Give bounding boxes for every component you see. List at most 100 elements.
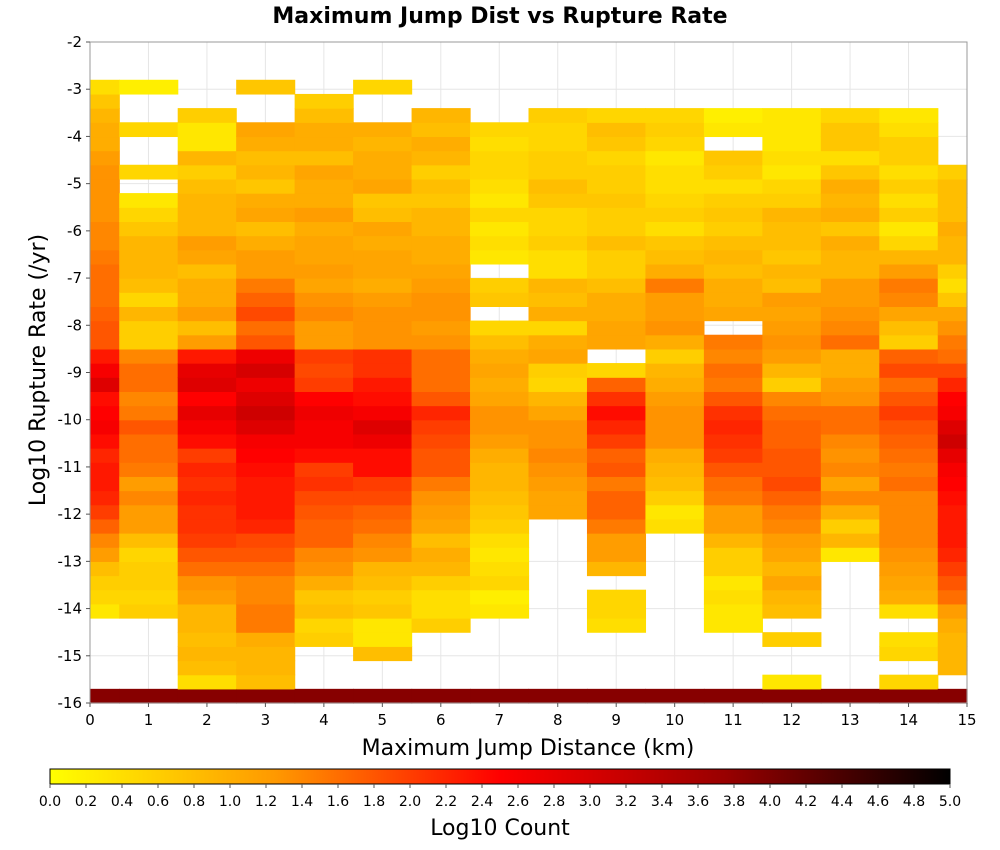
- heatmap-cell: [703, 618, 763, 633]
- heatmap-cell: [937, 476, 968, 492]
- heatmap-cell: [177, 263, 237, 279]
- colorbar-tick-label: 0.0: [39, 794, 61, 810]
- heatmap-cell: [177, 660, 237, 676]
- heatmap-cell: [411, 334, 471, 350]
- heatmap-cell: [645, 433, 705, 449]
- heatmap-cell: [236, 547, 296, 562]
- heatmap-cell: [90, 533, 120, 548]
- y-tick-label: -2: [67, 33, 82, 51]
- heatmap-cell: [820, 419, 880, 435]
- heatmap-cell: [294, 235, 354, 251]
- heatmap-cell: [177, 688, 237, 704]
- heatmap-cell: [879, 433, 939, 449]
- heatmap-cell: [879, 221, 939, 237]
- heatmap-cell: [119, 462, 179, 477]
- heatmap-cell: [353, 632, 413, 647]
- heatmap-cell: [586, 292, 647, 307]
- heatmap-cell: [411, 462, 471, 477]
- heatmap-cell: [528, 122, 588, 138]
- y-tick-label: -7: [67, 269, 82, 287]
- heatmap-cell: [119, 476, 179, 492]
- heatmap-cell: [411, 490, 471, 506]
- heatmap-cell: [879, 263, 939, 279]
- heatmap-cell: [90, 575, 120, 591]
- heatmap-cell: [762, 405, 822, 421]
- heatmap-cell: [119, 504, 179, 520]
- heatmap-cell: [119, 122, 179, 138]
- y-tick-label: -5: [67, 175, 82, 193]
- heatmap-cell: [528, 348, 588, 364]
- heatmap-cell: [294, 207, 354, 223]
- heatmap-cell: [528, 334, 588, 350]
- heatmap-cell: [820, 150, 880, 166]
- heatmap-cell: [294, 292, 354, 307]
- heatmap-cell: [586, 164, 647, 180]
- heatmap-cell: [411, 363, 471, 378]
- heatmap-cell: [879, 150, 939, 166]
- colorbar-tick-label: 4.2: [795, 794, 817, 810]
- heatmap-cell: [353, 561, 413, 577]
- heatmap-cell: [937, 164, 968, 180]
- heatmap-cell: [586, 462, 647, 477]
- heatmap-cell: [820, 178, 880, 194]
- heatmap-cell: [703, 178, 763, 194]
- heatmap-cell: [411, 448, 471, 463]
- heatmap-cell: [645, 122, 705, 138]
- heatmap-cell: [762, 249, 822, 265]
- heatmap-cell: [353, 618, 413, 633]
- heatmap-cell: [119, 79, 179, 95]
- heatmap-cell: [528, 377, 588, 392]
- heatmap-cell: [294, 688, 354, 704]
- heatmap-cell: [762, 533, 822, 548]
- heatmap-cell: [820, 377, 880, 392]
- heatmap-cell: [470, 462, 530, 477]
- heatmap-cell: [236, 136, 296, 152]
- heatmap-cell: [703, 433, 763, 449]
- heatmap-cell: [645, 490, 705, 506]
- heatmap-cell: [411, 164, 471, 180]
- heatmap-cell: [353, 221, 413, 237]
- heatmap-cell: [90, 178, 120, 194]
- heatmap-cell: [236, 518, 296, 534]
- colorbar-tick-label: 1.0: [219, 794, 241, 810]
- heatmap-cell: [937, 547, 968, 562]
- heatmap-cell: [586, 278, 647, 293]
- heatmap-cell: [470, 377, 530, 392]
- heatmap-cell: [879, 674, 939, 690]
- heatmap-cell: [703, 306, 763, 322]
- heatmap-cell: [762, 334, 822, 350]
- heatmap-cell: [294, 93, 354, 109]
- heatmap-cell: [703, 164, 763, 180]
- heatmap-cell: [294, 603, 354, 619]
- heatmap-cell: [528, 448, 588, 463]
- heatmap-cell: [411, 320, 471, 336]
- heatmap-cell: [820, 518, 880, 534]
- x-tick-label: 6: [436, 711, 446, 729]
- x-tick-label: 2: [202, 711, 212, 729]
- heatmap-cell: [411, 561, 471, 577]
- heatmap-cell: [411, 136, 471, 152]
- heatmap-cell: [762, 235, 822, 251]
- heatmap-cell: [411, 603, 471, 619]
- heatmap-cell: [528, 207, 588, 223]
- heatmap-cell: [703, 575, 763, 591]
- heatmap-cell: [177, 249, 237, 265]
- heatmap-cell: [762, 589, 822, 605]
- heatmap-cell: [411, 547, 471, 562]
- heatmap-cell: [937, 518, 968, 534]
- heatmap-cell: [762, 263, 822, 279]
- heatmap-cell: [119, 533, 179, 548]
- heatmap-cell: [119, 589, 179, 605]
- heatmap-cell: [645, 235, 705, 251]
- heatmap-cell: [90, 348, 120, 364]
- heatmap-cell: [470, 490, 530, 506]
- heatmap-cell: [703, 391, 763, 407]
- heatmap-cell: [586, 618, 647, 633]
- heatmap-cell: [937, 278, 968, 293]
- heatmap-cell: [820, 547, 880, 562]
- heatmap-cell: [353, 490, 413, 506]
- heatmap-cell: [119, 334, 179, 350]
- heatmap-cell: [762, 150, 822, 166]
- heatmap-cell: [937, 603, 968, 619]
- y-tick-label: -3: [67, 80, 82, 98]
